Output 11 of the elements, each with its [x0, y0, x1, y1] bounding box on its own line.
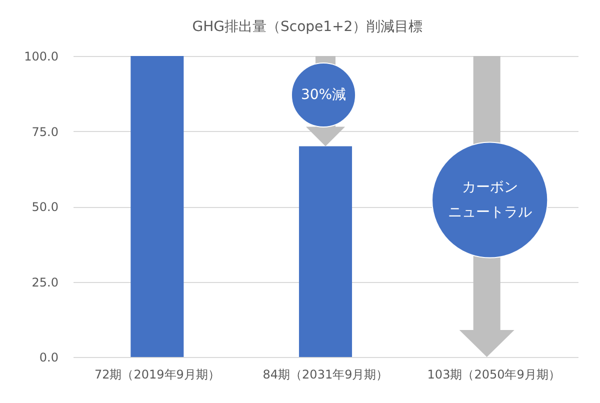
x-tick-label: 103期（2050年9月期） — [427, 368, 560, 382]
chart-title: GHG排出量（Scope1+2）削減目標 — [192, 19, 423, 35]
x-tick-label: 72期（2019年9月期） — [94, 368, 220, 382]
x-tick-label: 84期（2031年9月期） — [262, 368, 388, 382]
annotation: 30%減 — [300, 87, 346, 103]
y-tick-label: 100.0 — [24, 50, 58, 64]
y-tick-label: 0.0 — [39, 350, 58, 364]
y-tick-label: 75.0 — [32, 124, 58, 139]
y-tick-label: 50.0 — [32, 200, 58, 214]
annotation: カーボンニュートラル — [448, 180, 532, 220]
y-tick-label: 25.0 — [32, 275, 58, 290]
